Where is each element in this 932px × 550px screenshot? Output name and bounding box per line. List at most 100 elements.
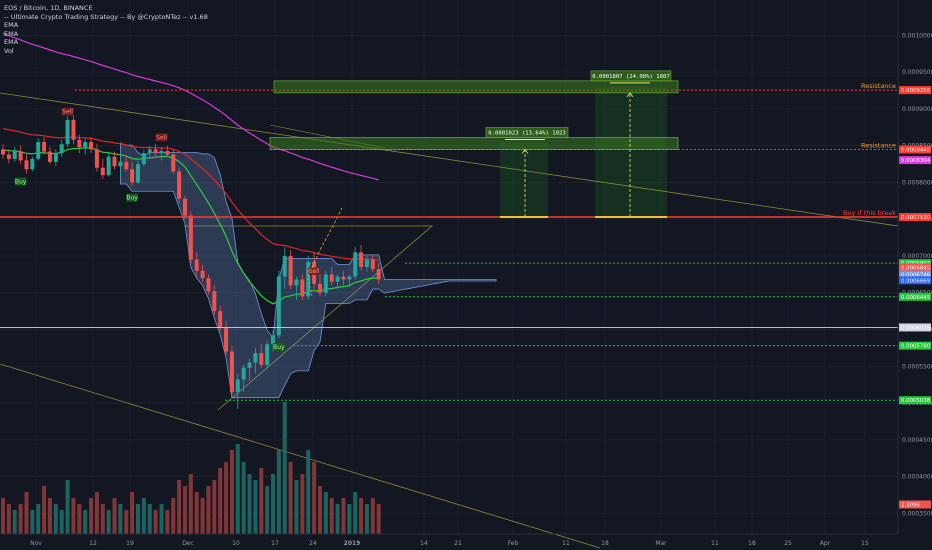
volume-bar bbox=[153, 510, 158, 534]
volume-bar bbox=[347, 504, 352, 534]
candle-body bbox=[294, 279, 299, 286]
volume-bar bbox=[100, 504, 105, 534]
price-tag-box bbox=[899, 213, 931, 222]
price-tag-box bbox=[899, 276, 931, 285]
price-tick-label: 0.0010000 bbox=[902, 32, 932, 39]
time-tick-label: Nov bbox=[30, 540, 42, 547]
candle-body bbox=[65, 119, 70, 145]
candle-body bbox=[212, 291, 217, 312]
volume-bar bbox=[317, 486, 322, 534]
candle-body bbox=[329, 274, 334, 282]
price-tag-label: 2.3096 bbox=[901, 502, 920, 508]
volume-bar bbox=[71, 498, 76, 534]
symbol-title[interactable]: EOS / Bitcoin, 1D, BINANCE bbox=[4, 4, 93, 12]
time-tick-label: 18 bbox=[601, 540, 609, 547]
buy-signal-label: Buy bbox=[126, 195, 138, 202]
price-tick-label: 0.0008000 bbox=[902, 179, 932, 186]
time-tick-label: 14 bbox=[420, 540, 428, 547]
candle-body bbox=[177, 171, 182, 199]
wedge-lines bbox=[184, 225, 434, 411]
volume-bar bbox=[364, 504, 369, 534]
candle-body bbox=[159, 150, 164, 154]
candle-body bbox=[194, 259, 199, 271]
candle-body bbox=[136, 164, 141, 183]
candle-body bbox=[335, 276, 340, 282]
signal-box bbox=[14, 177, 27, 186]
candle-body bbox=[112, 156, 117, 167]
target-zone bbox=[595, 86, 667, 143]
price-tag-label: 0.0007530 bbox=[901, 215, 931, 221]
candle-body bbox=[6, 154, 11, 159]
volume-bar bbox=[24, 492, 29, 534]
volume-bar bbox=[282, 402, 287, 534]
volume-bar bbox=[194, 492, 199, 534]
volume-bar bbox=[259, 468, 264, 534]
candle-body bbox=[218, 311, 223, 329]
candle-body bbox=[241, 367, 246, 380]
candle-body bbox=[370, 259, 375, 270]
volume-bar bbox=[53, 504, 58, 534]
candle-body bbox=[171, 154, 176, 172]
target-zone bbox=[500, 142, 548, 218]
candle-body bbox=[83, 142, 88, 148]
volume-bar bbox=[200, 498, 205, 534]
time-tick-label: Mar bbox=[655, 540, 667, 547]
indicator-ema-3[interactable]: EMA bbox=[4, 38, 19, 47]
volume-bar bbox=[47, 498, 52, 534]
volume-bar bbox=[112, 498, 117, 534]
candle-body bbox=[118, 161, 123, 167]
candle-body bbox=[42, 142, 47, 152]
candle-body bbox=[124, 161, 129, 170]
candle-body bbox=[165, 150, 170, 155]
volume-bar bbox=[224, 462, 229, 534]
candle-body bbox=[347, 276, 352, 280]
volume-bar bbox=[165, 510, 170, 534]
price-tag-label: 0.0006845 bbox=[901, 265, 930, 271]
volume-bar bbox=[118, 504, 123, 534]
sell-signal-label: Sell bbox=[62, 109, 73, 116]
candle-body bbox=[323, 274, 328, 293]
candle-body bbox=[141, 153, 146, 165]
candle-body bbox=[47, 151, 52, 162]
indicator-ema-2[interactable]: EMA bbox=[4, 29, 19, 38]
indicator-vol[interactable]: Vol bbox=[4, 46, 14, 55]
candle-body bbox=[59, 144, 64, 154]
candle-body bbox=[247, 362, 252, 368]
volume-bar bbox=[36, 504, 41, 534]
target-arrowhead bbox=[521, 148, 529, 154]
time-tick-label: 11 bbox=[562, 540, 570, 547]
price-tag-box bbox=[899, 145, 931, 154]
volume-bar bbox=[288, 462, 293, 534]
volume-bar bbox=[177, 480, 182, 534]
price-tick-label: 0.0005500 bbox=[902, 363, 932, 370]
candle-body bbox=[36, 142, 41, 159]
target-zone bbox=[595, 142, 667, 218]
volume-bar bbox=[235, 444, 240, 534]
price-tag-box bbox=[899, 500, 931, 509]
candle-body bbox=[53, 153, 58, 162]
strategy-title[interactable]: -- Ultimate Crypto Trading Strategy -- B… bbox=[4, 12, 208, 21]
targets: 0.0001023 (13.64%) 1023 0.0001807 (24.08%… bbox=[269, 70, 679, 219]
time-tick-label: 10 bbox=[232, 540, 240, 547]
price-tag-label: 0.0009256 bbox=[901, 88, 931, 94]
time-axis[interactable]: Nov 12 19 Dec 10 17 24 2019 14 21 Feb 11 18 Mar 11 18 25… bbox=[0, 533, 898, 547]
volume-bar bbox=[353, 492, 358, 534]
signal-box bbox=[272, 342, 285, 351]
volume-bar bbox=[241, 462, 246, 534]
volume-bar bbox=[171, 498, 176, 534]
candle-body bbox=[353, 252, 358, 277]
candle-body bbox=[364, 259, 369, 267]
price-axis[interactable]: 0.00100000.00095000.00090000.00085000.00… bbox=[897, 0, 932, 550]
time-tick-label: 25 bbox=[784, 540, 792, 547]
time-tick-label: 18 bbox=[748, 540, 756, 547]
volume-bar bbox=[12, 510, 17, 534]
target-label: 0.0001023 (13.64%) 1023 bbox=[488, 130, 565, 136]
candle-body bbox=[206, 278, 211, 292]
volume-bar bbox=[212, 480, 217, 534]
candle-body bbox=[288, 255, 293, 286]
indicator-ema-1[interactable]: EMA bbox=[4, 21, 19, 30]
buy-signal-label: Buy bbox=[273, 344, 285, 351]
trendline-upper bbox=[0, 92, 899, 227]
price-tick-label: 0.0004500 bbox=[902, 437, 932, 444]
